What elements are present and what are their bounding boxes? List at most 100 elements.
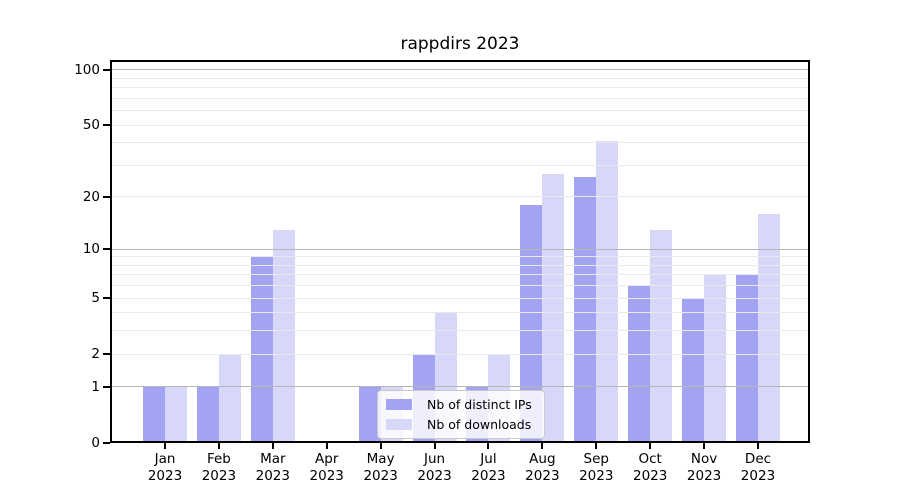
x-tick-month: Jun (423, 451, 446, 467)
x-tick-oct (649, 443, 652, 449)
major-gridline-100 (110, 69, 810, 71)
x-tick-may (379, 443, 382, 449)
x-tick-nov (703, 443, 706, 449)
bar-nb-of-distinct-ips-jan (143, 386, 165, 443)
plot-area (110, 60, 810, 443)
bar-nb-of-downloads-jan (165, 386, 187, 443)
x-tick-jun (433, 443, 436, 449)
chart-title: rappdirs 2023 (400, 34, 520, 54)
y-tick-label-20: 20 (82, 188, 100, 205)
y-tick-10 (103, 248, 110, 251)
y-tick-50 (103, 124, 110, 127)
bar-nb-of-distinct-ips-nov (682, 298, 705, 443)
x-tick-month: Apr (315, 451, 339, 467)
y-tick-label-100: 100 (74, 61, 100, 78)
minor-gridline-40 (110, 142, 810, 144)
x-tick-label-dec: Dec 2023 (726, 451, 790, 485)
x-tick-year: 2023 (632, 468, 668, 484)
minor-gridline-80 (110, 87, 810, 89)
x-tick-month: Nov (690, 451, 718, 467)
x-tick-label-may: May 2023 (349, 451, 413, 485)
y-tick-2 (103, 353, 110, 356)
minor-gridline-90 (110, 77, 810, 79)
bar-nb-of-downloads-sep (596, 140, 619, 443)
x-tick-label-aug: Aug 2023 (510, 451, 574, 485)
minor-gridline-70 (110, 97, 810, 99)
legend-swatch-nb-of-downloads (386, 419, 412, 430)
legend: Nb of distinct IPs Nb of downloads (377, 390, 545, 439)
x-tick-label-oct: Oct 2023 (618, 451, 682, 485)
bar-nb-of-downloads-dec (757, 214, 780, 443)
minor-gridline-20 (110, 196, 810, 198)
x-tick-label-jul: Jul 2023 (456, 451, 520, 485)
minor-gridline-7 (110, 274, 810, 276)
major-gridline-10 (110, 248, 810, 250)
y-tick-label-1: 1 (91, 378, 100, 395)
x-tick-label-mar: Mar 2023 (241, 451, 305, 485)
legend-label-nb-of-distinct-ips: Nb of distinct IPs (427, 397, 532, 412)
minor-gridline-3 (110, 330, 810, 332)
bar-nb-of-downloads-aug (542, 173, 565, 443)
bar-nb-of-downloads-feb (218, 354, 241, 443)
x-tick-month: Jan (154, 451, 176, 467)
bar-nb-of-downloads-nov (704, 274, 727, 443)
minor-gridline-2 (110, 353, 810, 355)
x-tick-year: 2023 (686, 468, 722, 484)
bar-nb-of-distinct-ips-sep (574, 176, 597, 443)
y-tick-label-2: 2 (91, 346, 100, 363)
bar-nb-of-distinct-ips-may (358, 386, 381, 443)
x-tick-month: May (366, 451, 395, 467)
x-tick-sep (595, 443, 598, 449)
legend-swatch-nb-of-distinct-ips (386, 399, 412, 410)
x-tick-jan (164, 443, 166, 449)
bar-nb-of-distinct-ips-mar (250, 256, 273, 443)
x-tick-label-nov: Nov 2023 (672, 451, 736, 485)
x-tick-apr (325, 443, 328, 449)
bar-nb-of-distinct-ips-aug (520, 205, 543, 443)
minor-gridline-8 (110, 264, 810, 266)
x-tick-year: 2023 (740, 468, 776, 484)
bar-nb-of-distinct-ips-feb (196, 386, 219, 443)
y-tick-5 (103, 297, 110, 300)
x-tick-year: 2023 (471, 468, 506, 484)
minor-gridline-4 (110, 312, 810, 314)
x-tick-month: Mar (260, 451, 286, 467)
y-tick-100 (103, 68, 110, 71)
x-tick-feb (217, 443, 220, 449)
bar-nb-of-downloads-oct (650, 229, 673, 443)
y-tick-label-10: 10 (82, 241, 100, 258)
y-tick-1 (103, 385, 110, 388)
bar-nb-of-distinct-ips-dec (735, 274, 758, 443)
x-tick-month: Jul (480, 451, 497, 467)
minor-gridline-9 (110, 256, 810, 258)
minor-gridline-5 (110, 297, 810, 299)
x-tick-year: 2023 (201, 468, 237, 484)
x-tick-label-feb: Feb 2023 (187, 451, 251, 485)
minor-gridline-6 (110, 285, 810, 287)
x-tick-month: Oct (638, 451, 662, 467)
x-tick-year: 2023 (363, 468, 398, 484)
x-tick-month: Aug (529, 451, 556, 467)
x-tick-month: Dec (744, 451, 772, 467)
x-tick-label-jan: Jan 2023 (133, 451, 197, 485)
x-tick-label-sep: Sep 2023 (564, 451, 628, 485)
y-tick-label-0: 0 (91, 435, 100, 451)
x-tick-year: 2023 (255, 468, 290, 484)
x-tick-year: 2023 (417, 468, 452, 484)
x-tick-jul (487, 443, 490, 449)
y-tick-label-50: 50 (82, 117, 100, 134)
x-tick-aug (541, 443, 544, 449)
y-tick-0 (103, 442, 110, 444)
x-tick-year: 2023 (579, 468, 614, 484)
x-tick-label-apr: Apr 2023 (295, 451, 359, 485)
bar-nb-of-distinct-ips-oct (628, 285, 651, 443)
x-tick-month: Sep (583, 451, 609, 467)
x-tick-month: Feb (206, 451, 231, 467)
legend-row-nb-of-distinct-ips: Nb of distinct IPs (386, 397, 544, 412)
y-tick-label-5: 5 (91, 290, 100, 307)
y-tick-20 (103, 195, 110, 198)
major-gridline-1 (110, 386, 810, 388)
minor-gridline-50 (110, 124, 810, 126)
x-tick-dec (756, 443, 759, 449)
